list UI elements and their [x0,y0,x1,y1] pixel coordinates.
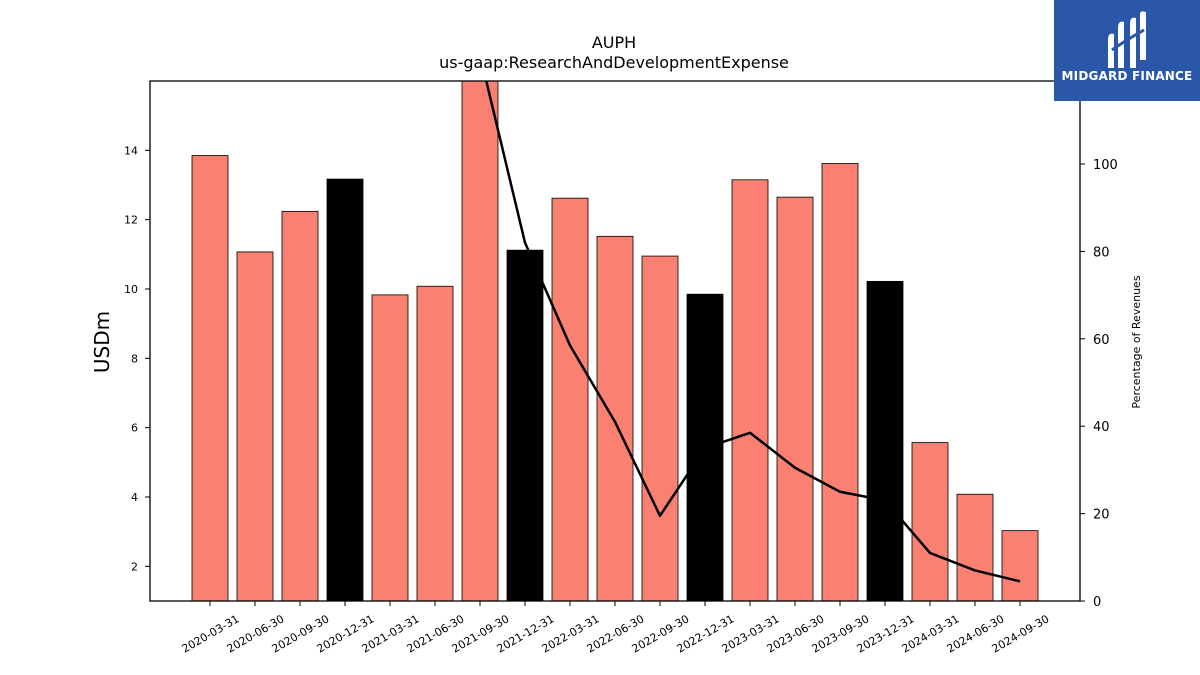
y-tick-label-10: 10 [124,283,138,296]
y-axis-label: USDm [90,311,114,373]
y2-tick-label-100: 100 [1093,158,1118,173]
midgard-logo-icon [1108,11,1146,69]
bar-2022-03-31 [551,197,589,601]
y-tick-label-8: 8 [131,352,138,365]
bar-2022-09-30 [641,255,679,601]
bar-2020-09-30 [281,210,319,601]
bar-2021-12-31 [506,249,544,601]
bar-2023-12-31 [866,280,904,601]
bar-2020-06-30 [236,251,274,601]
y-tick-label-14: 14 [124,144,138,157]
bar-2023-03-31 [731,179,769,601]
revenue-percentage-line [484,81,1021,583]
bar-2020-03-31 [191,155,229,601]
logo-text: MIDGARD FINANCE [1061,69,1193,83]
bar-2021-03-31 [371,294,409,601]
bar-2023-06-30 [776,196,814,601]
bar-2024-09-30 [1001,530,1039,601]
y-tick-label-2: 2 [131,560,138,573]
bar-2021-06-30 [416,285,454,601]
bar-2023-09-30 [821,163,859,601]
bar-2024-03-31 [911,442,949,601]
midgard-finance-logo: MIDGARD FINANCE [1054,0,1200,101]
bar-2022-06-30 [596,235,634,601]
bar-2020-12-31 [326,178,364,601]
y2-tick-label-20: 20 [1093,508,1110,523]
y2-tick-label-40: 40 [1093,420,1110,435]
bar-2024-06-30 [956,493,994,601]
y-tick-label-6: 6 [131,422,138,435]
chart-title: AUPH [592,33,636,52]
y2-tick-label-0: 0 [1093,595,1101,610]
bar-2021-09-30 [461,81,499,601]
y2-tick-label-60: 60 [1093,333,1110,348]
chart-subtitle: us-gaap:ResearchAndDevelopmentExpense [439,53,789,72]
y2-tick-label-80: 80 [1093,245,1110,260]
y-tick-label-12: 12 [124,214,138,227]
y-tick-label-4: 4 [131,491,138,504]
y2-axis-label: Percentage of Revenues [1130,275,1143,408]
